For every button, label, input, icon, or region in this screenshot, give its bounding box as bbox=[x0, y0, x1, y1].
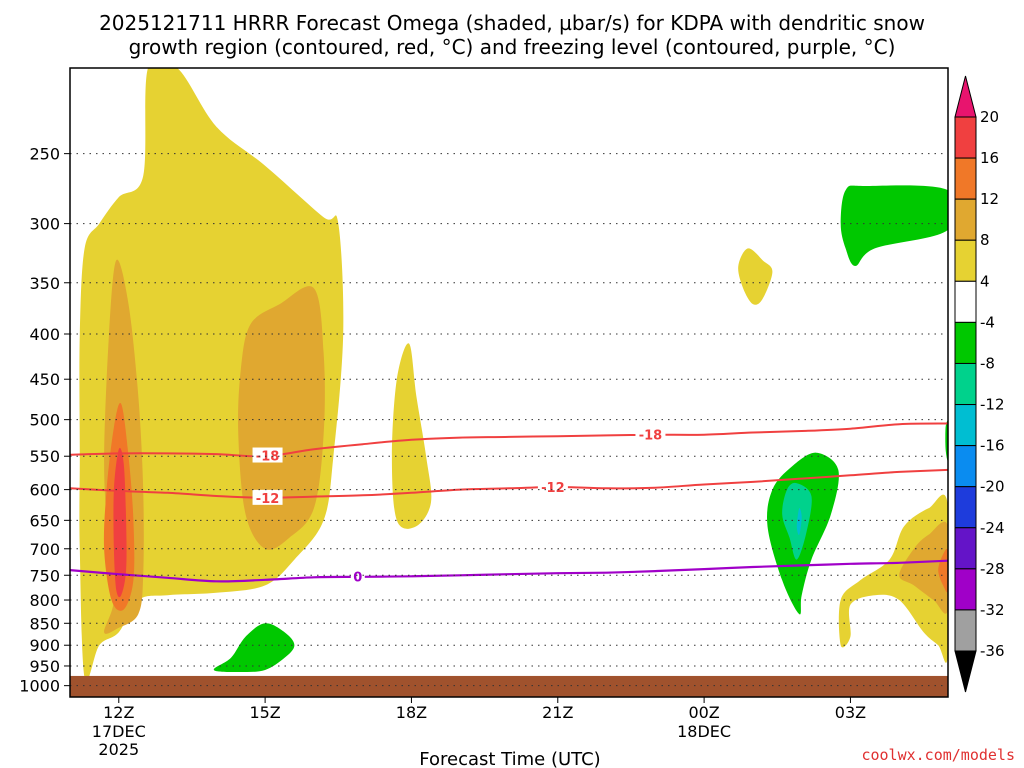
y-tick-label: 550 bbox=[29, 447, 60, 466]
colorbar-label: 4 bbox=[980, 272, 990, 290]
x-tick-label: 15Z bbox=[249, 703, 280, 722]
y-tick-label: 1000 bbox=[19, 677, 60, 696]
contour-label-bg bbox=[537, 479, 568, 495]
plot-frame bbox=[69, 67, 949, 698]
colorbar-bottom-arrow bbox=[954, 650, 977, 693]
contour-label: -12 bbox=[541, 481, 565, 496]
x-tick-year: 2025 bbox=[98, 740, 139, 759]
contour-label-bg bbox=[252, 447, 283, 463]
x-tick-date: 17DEC bbox=[92, 722, 146, 741]
colorbar-box bbox=[954, 568, 977, 611]
x-tick-label: 21Z bbox=[542, 703, 573, 722]
y-tick-label: 900 bbox=[29, 636, 60, 655]
y-tick-label: 650 bbox=[29, 511, 60, 530]
contour-label-bg bbox=[635, 426, 666, 442]
contour-label: -12 bbox=[256, 492, 280, 507]
colorbar-box bbox=[954, 527, 977, 570]
chart-title-line-1: 2025121711 HRRR Forecast Omega (shaded, … bbox=[99, 11, 925, 35]
colorbar-label: -32 bbox=[980, 601, 1005, 619]
colorbar-label: -12 bbox=[980, 396, 1005, 414]
colorbar-box bbox=[954, 116, 977, 159]
colorbar-box bbox=[954, 404, 977, 447]
omega-region-upward-motion-8-12-late bbox=[899, 521, 948, 614]
contour-label: 0 bbox=[353, 570, 362, 585]
dgz-contour--18 bbox=[70, 422, 948, 458]
y-tick-label: 600 bbox=[29, 481, 60, 500]
y-tick-label: 400 bbox=[29, 325, 60, 344]
colorbar-box bbox=[954, 198, 977, 241]
contour-label: -18 bbox=[639, 429, 663, 444]
freezing-level-contour bbox=[70, 559, 948, 583]
y-tick-label: 300 bbox=[29, 215, 60, 234]
y-tick-label: 950 bbox=[29, 657, 60, 676]
colorbar-label: -20 bbox=[980, 478, 1005, 496]
colorbar-box bbox=[954, 239, 977, 282]
colorbar-box bbox=[954, 609, 977, 652]
terrain-surface bbox=[70, 675, 948, 697]
omega-region-downward-motion-12-16 bbox=[796, 508, 802, 536]
colorbar-box bbox=[954, 321, 977, 364]
colorbar-label: -8 bbox=[980, 354, 995, 372]
colorbar-box bbox=[954, 445, 977, 488]
y-tick-label: 500 bbox=[29, 411, 60, 430]
omega-region-upward-motion-16-20 bbox=[113, 447, 127, 598]
colorbar-label: -24 bbox=[980, 519, 1005, 537]
contour-label-bg bbox=[350, 568, 365, 584]
plot-area: -18 -18 -12 -12 0 250 300 350 400 450 500 550 600 650… bbox=[19, 67, 949, 759]
credit-text[interactable]: coolwx.com/models bbox=[861, 746, 1015, 764]
dgz-contour--12 bbox=[70, 468, 948, 499]
colorbar-label: -36 bbox=[980, 642, 1005, 660]
y-tick-label: 750 bbox=[29, 566, 60, 585]
omega-region-upward-motion-4-8-late bbox=[838, 494, 948, 663]
contour-label: -18 bbox=[256, 450, 280, 465]
omega-region-upward-motion-8-12-mid bbox=[238, 286, 325, 550]
y-tick-label: 800 bbox=[29, 591, 60, 610]
colorbar-label: 12 bbox=[980, 190, 999, 208]
y-tick-label: 250 bbox=[29, 145, 60, 164]
chart-title-line-2: growth region (contoured, red, °C) and f… bbox=[129, 35, 896, 59]
y-tick-label: 450 bbox=[29, 370, 60, 389]
plot-clip-group: -18 -18 -12 -12 0 bbox=[70, 68, 948, 697]
colorbar-label: -4 bbox=[980, 313, 995, 331]
omega-region-downward-motion-8-12 bbox=[782, 482, 812, 560]
colorbar-label: 8 bbox=[980, 231, 990, 249]
colorbar-box bbox=[954, 362, 977, 406]
colorbar-box bbox=[954, 486, 977, 529]
colorbar: 20 16 12 8 4 -4 -8 -12 -16 -20 -24 -28 -32 -36 bbox=[954, 75, 1005, 693]
x-tick-label: 00Z bbox=[688, 703, 719, 722]
y-tick-label: 700 bbox=[29, 540, 60, 559]
colorbar-label: 20 bbox=[980, 108, 999, 126]
colorbar-label: 16 bbox=[980, 149, 999, 167]
omega-region-upward-motion-4-8-upper bbox=[738, 248, 773, 305]
colorbar-box bbox=[954, 280, 977, 323]
x-tick-label: 18Z bbox=[396, 703, 427, 722]
omega-region-downward-motion-4-8-upper bbox=[840, 185, 948, 266]
colorbar-label: -16 bbox=[980, 437, 1005, 455]
x-tick-label: 03Z bbox=[835, 703, 866, 722]
omega-region-upward-motion-4-8-18z bbox=[391, 343, 432, 529]
y-tick-label: 850 bbox=[29, 614, 60, 633]
contour-label-bg bbox=[252, 489, 283, 505]
y-tick-label: 350 bbox=[29, 274, 60, 293]
x-tick-date: 18DEC bbox=[677, 722, 731, 741]
colorbar-box bbox=[954, 157, 977, 200]
x-tick-label: 12Z bbox=[103, 703, 134, 722]
colorbar-label: -28 bbox=[980, 560, 1005, 578]
colorbar-top-arrow bbox=[954, 75, 977, 118]
omega-region-downward-motion-4-8-lower bbox=[213, 623, 295, 673]
x-axis-title: Forecast Time (UTC) bbox=[419, 749, 600, 768]
